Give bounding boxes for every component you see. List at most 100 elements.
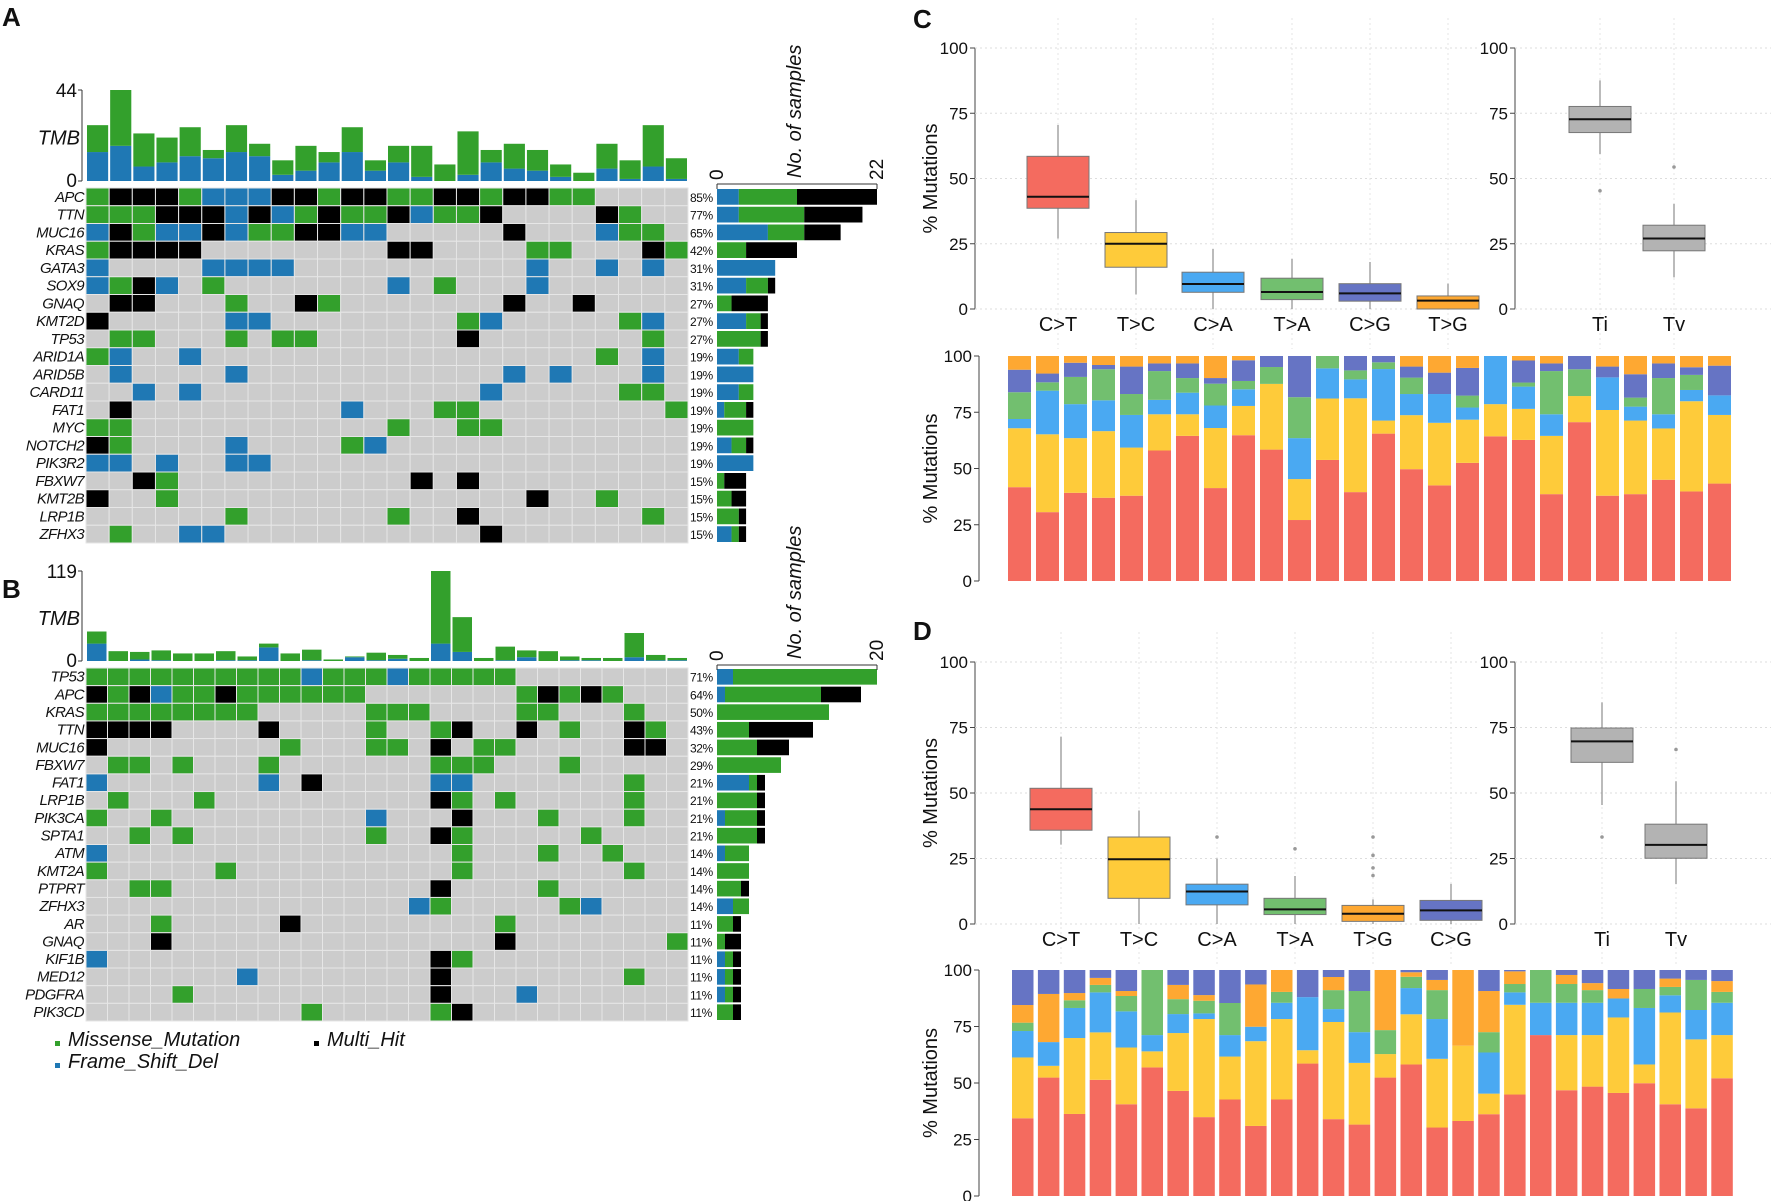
category-label: T>G: [1428, 314, 1467, 336]
cell-none: [214, 932, 237, 951]
y-tick-label: 75: [1489, 104, 1508, 123]
cell-none: [548, 258, 573, 278]
tmb-bar-frame-shift: [503, 168, 525, 181]
cell-none: [236, 985, 259, 1004]
cell-none: [548, 276, 573, 295]
count-bar-multi_hit: [757, 810, 765, 826]
cell-missense_mutation: [108, 524, 133, 544]
cell-multi_hit: [108, 223, 133, 242]
count-bar-frame_shift_del: [717, 845, 725, 862]
cell-missense_mutation: [429, 1002, 452, 1022]
stack-segment-C>A: [1680, 389, 1703, 402]
cell-none: [432, 507, 457, 526]
count-bar-frame_shift_del: [717, 348, 739, 365]
stack-segment-C>T: [1344, 492, 1367, 581]
cell-none: [317, 400, 342, 420]
tmb-bar-missense: [388, 145, 410, 163]
box-T>C: [1104, 232, 1168, 268]
cell-none: [131, 453, 156, 473]
stack-segment-T>A: [1512, 382, 1535, 387]
gene-label: MYC: [52, 420, 84, 437]
y-tick-label: 100: [940, 653, 968, 672]
tmb-bar-frame-shift: [364, 170, 386, 181]
cell-none: [128, 932, 151, 951]
outlier-point: [1293, 847, 1297, 851]
cell-none: [193, 879, 216, 898]
cell-none: [365, 844, 388, 863]
cell-none: [386, 258, 411, 278]
cell-none: [594, 365, 620, 384]
cell-none: [548, 524, 573, 544]
stack-segment-C>T: [1426, 1127, 1448, 1196]
cell-none: [257, 985, 280, 1004]
count-bar-frame_shift_del: [717, 277, 747, 294]
cell-none: [494, 967, 517, 987]
stack-segment-C>G: [1680, 367, 1703, 375]
cell-none: [580, 702, 603, 722]
gene-label: KMT2B: [37, 491, 85, 508]
gene-percent: 19%: [690, 422, 714, 436]
cell-missense_mutation: [270, 223, 295, 242]
stack-segment-T>C: [1400, 1014, 1422, 1065]
cell-missense_mutation: [322, 685, 345, 704]
stack-segment-T>C: [1008, 428, 1031, 488]
cell-none: [343, 738, 366, 757]
tmb-bar-missense: [323, 659, 343, 661]
stack-segment-T>A: [1372, 362, 1395, 370]
cell-none: [224, 382, 249, 402]
cell-none: [537, 738, 560, 757]
cell-none: [641, 400, 666, 420]
cell-missense_mutation: [108, 276, 133, 295]
stack-segment-T>C: [1484, 404, 1507, 437]
cell-none: [193, 967, 216, 987]
cell-none: [580, 861, 603, 881]
stack-segment-T>A: [1193, 1000, 1215, 1014]
gene-percent: 19%: [690, 368, 714, 382]
stack-segment-T>A: [1271, 991, 1293, 1003]
stack-segment-T>C: [1141, 1051, 1163, 1068]
outlier-point: [1371, 835, 1375, 839]
count-bar-multi_hit: [746, 242, 797, 258]
tmb-bar-frame-shift: [87, 643, 107, 661]
count-bar-missense_mutation: [717, 1004, 733, 1020]
cell-multi_hit: [432, 187, 457, 207]
stack-segment-T>C: [1296, 1050, 1319, 1064]
cell-none: [236, 773, 259, 793]
cell-none: [236, 755, 259, 775]
cell-none: [601, 738, 624, 757]
cell-none: [472, 949, 495, 969]
cell-missense_mutation: [131, 329, 156, 349]
cell-none: [85, 967, 108, 987]
cell-none: [558, 949, 581, 969]
cell-none: [386, 861, 409, 881]
count-bar-multi_hit: [731, 490, 747, 507]
y-tick-label: 75: [949, 719, 968, 738]
stack-segment-C>A: [1484, 356, 1507, 405]
cell-missense_mutation: [193, 791, 216, 810]
stack-segment-C>T: [1089, 1079, 1112, 1196]
tmb-bar-frame-shift: [156, 162, 178, 181]
cell-none: [178, 471, 203, 491]
cell-none: [293, 453, 319, 473]
cell-none: [340, 347, 365, 366]
tmb-bar-missense: [108, 651, 128, 661]
stack-segment-T>C: [1012, 1057, 1034, 1119]
gene-percent: 14%: [690, 865, 714, 879]
cell-frame_shift_del: [247, 258, 272, 278]
cell-frame_shift_del: [479, 382, 504, 402]
cell-none: [386, 524, 411, 544]
stack-segment-C>A: [1530, 1002, 1552, 1036]
stack-segment-C>G: [1092, 365, 1115, 370]
cell-none: [322, 985, 345, 1004]
cell-none: [322, 826, 345, 845]
stack-segment-T>G: [1540, 356, 1563, 364]
stack-segment-C>G: [1089, 970, 1112, 978]
tmb-bar-frame-shift: [596, 168, 618, 181]
cell-none: [666, 844, 689, 863]
cell-none: [580, 791, 603, 810]
tmb-bar-missense: [503, 143, 525, 169]
cell-none: [664, 453, 689, 473]
cell-none: [279, 896, 302, 916]
